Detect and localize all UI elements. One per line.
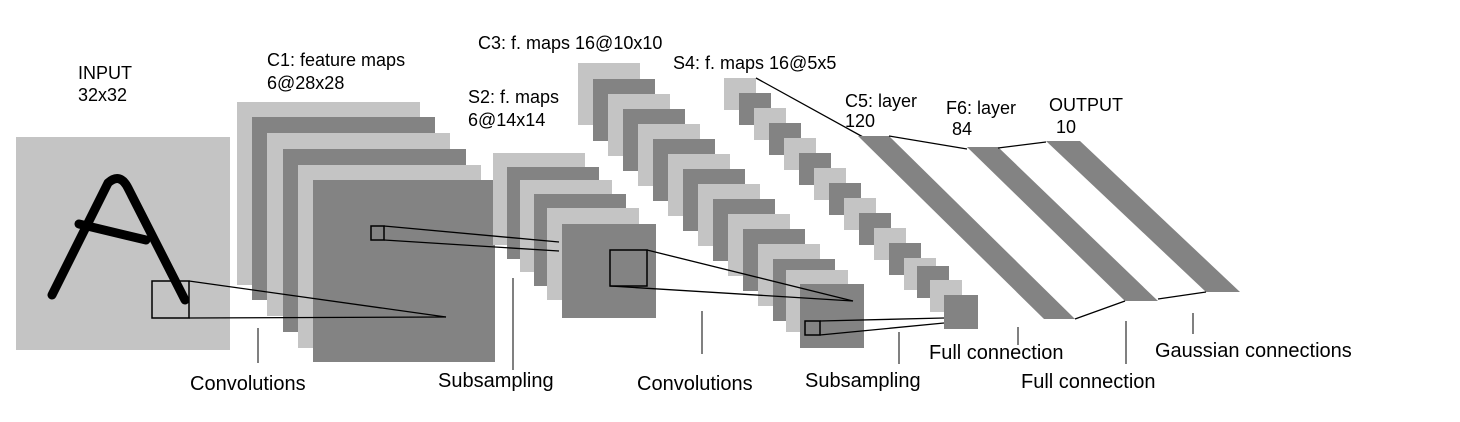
output-layer-bar — [1046, 141, 1240, 292]
c3-layer: C3: f. maps 16@10x10 — [478, 33, 864, 348]
s2-layer-name: S2: f. maps — [468, 87, 559, 107]
convolutions-label-1: Convolutions — [190, 373, 306, 395]
fc-connection-lines — [888, 135, 1207, 320]
projection-line — [819, 322, 945, 336]
handwritten-a-glyph — [47, 174, 190, 305]
full-connection-label-2: Full connection — [1021, 371, 1156, 393]
s4-layer-name: S4: f. maps 16@5x5 — [673, 53, 836, 73]
c1-layer: C1: feature maps 6@28x28 — [237, 50, 495, 362]
f6-layer-size: 84 — [952, 119, 972, 139]
fc-connection-line — [997, 141, 1047, 149]
s2-receptive-field — [609, 249, 648, 287]
projection-line — [755, 77, 864, 138]
c5-layer-bar — [858, 136, 1075, 319]
c1-layer-size: 6@28x28 — [267, 73, 344, 93]
input-layer: INPUT 32x32 — [16, 63, 230, 350]
projection-lines — [188, 77, 945, 336]
projection-line — [646, 249, 854, 302]
s2-layer-size: 6@14x14 — [468, 110, 545, 130]
projection-line — [383, 239, 560, 252]
input-layer-size: 32x32 — [78, 85, 127, 105]
c1-layer-name: C1: feature maps — [267, 50, 405, 70]
output-layer: OUTPUT 10 — [1046, 95, 1240, 292]
full-connection-label-1: Full connection — [929, 342, 1064, 364]
handwritten-a-crossbar — [74, 219, 151, 245]
projection-line — [383, 225, 560, 243]
output-layer-name: OUTPUT — [1049, 95, 1123, 115]
s4-layer: S4: f. maps 16@5x5 — [673, 53, 978, 329]
c5-layer-size: 120 — [845, 111, 875, 131]
subsampling-label-2: Subsampling — [805, 370, 921, 392]
s2-feature-map — [562, 224, 656, 318]
s2-layer: S2: f. maps 6@14x14 — [468, 87, 656, 318]
input-receptive-field — [151, 280, 190, 319]
projection-line — [188, 280, 447, 318]
convolutions-label-2: Convolutions — [637, 373, 753, 395]
input-image — [16, 137, 230, 350]
fc-connection-line — [888, 135, 968, 150]
operation-ticks — [257, 278, 1194, 370]
c1-receptive-field — [370, 225, 385, 241]
f6-layer-name: F6: layer — [946, 98, 1016, 118]
s4-feature-map — [944, 295, 978, 329]
f6-layer-bar — [967, 147, 1158, 301]
fc-connection-line — [1074, 300, 1126, 320]
c5-layer-name: C5: layer — [845, 91, 917, 111]
gaussian-connections-label: Gaussian connections — [1155, 340, 1352, 362]
projection-line — [819, 317, 945, 322]
projection-line — [188, 316, 447, 319]
c3-layer-name: C3: f. maps 16@10x10 — [478, 33, 662, 53]
c1-feature-map — [313, 180, 495, 362]
subsampling-label-1: Subsampling — [438, 370, 554, 392]
operation-labels: Convolutions Subsampling Convolutions Su… — [190, 340, 1352, 395]
c5-layer: C5: layer 120 — [845, 91, 1075, 319]
f6-layer: F6: layer 84 — [946, 98, 1158, 301]
c3-feature-map — [800, 284, 864, 348]
input-layer-name: INPUT — [78, 63, 132, 83]
fc-connection-line — [1157, 291, 1207, 300]
projection-line — [609, 285, 854, 302]
c3-receptive-field — [804, 320, 821, 336]
output-layer-size: 10 — [1056, 117, 1076, 137]
